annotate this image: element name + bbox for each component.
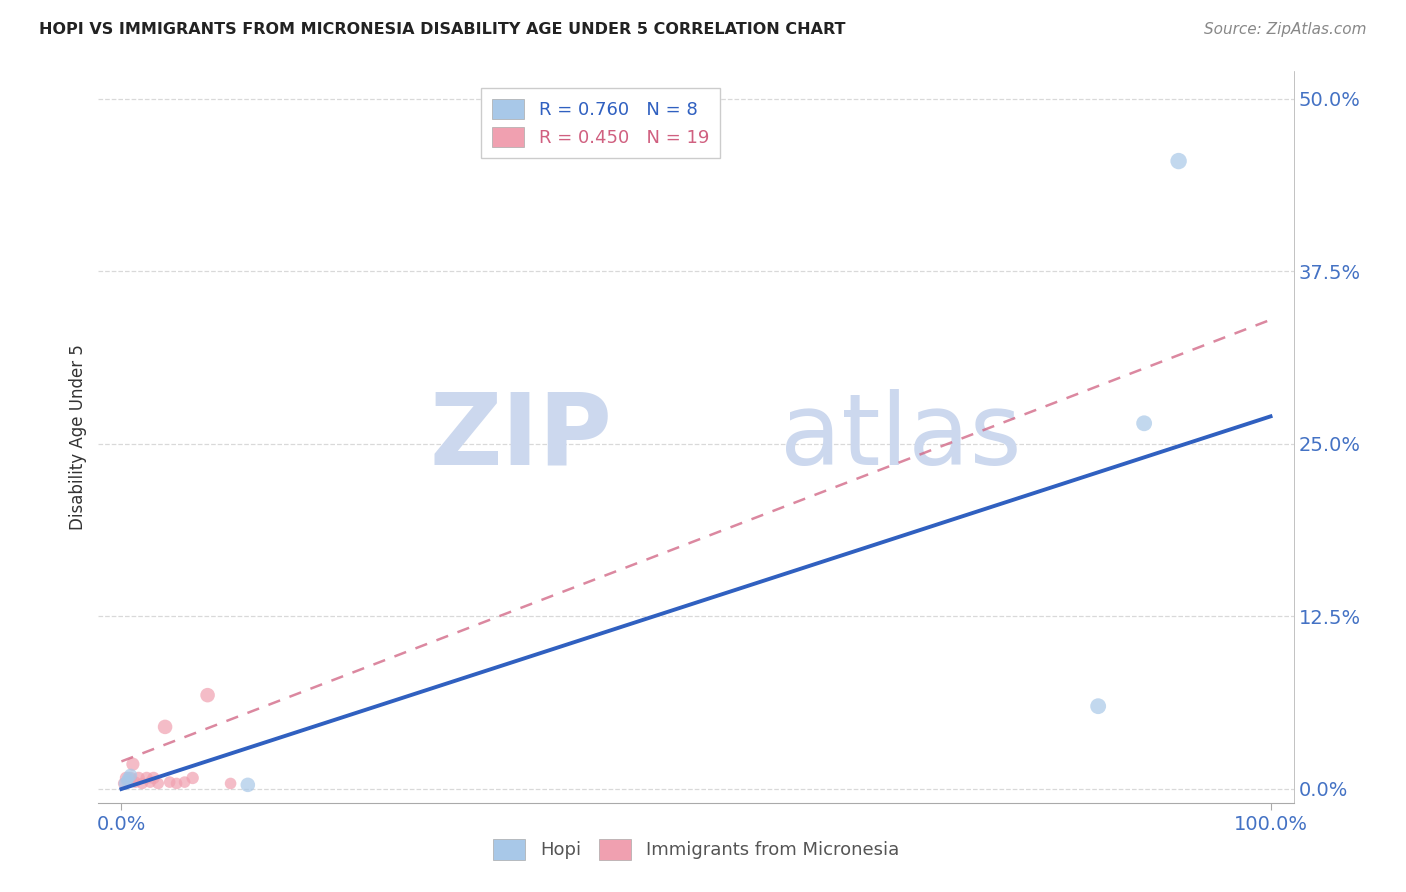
Text: atlas: atlas: [779, 389, 1021, 485]
Point: [117, 775, 139, 789]
Point: [135, 771, 157, 785]
Point: [117, 771, 139, 785]
Point: [236, 778, 259, 792]
Text: HOPI VS IMMIGRANTS FROM MICRONESIA DISABILITY AGE UNDER 5 CORRELATION CHART: HOPI VS IMMIGRANTS FROM MICRONESIA DISAB…: [39, 22, 846, 37]
Point: [1133, 417, 1156, 431]
Point: [122, 757, 145, 772]
Point: [128, 771, 150, 785]
Point: [1087, 699, 1109, 714]
Point: [173, 775, 195, 789]
Point: [115, 771, 138, 785]
Point: [114, 776, 136, 790]
Legend: Hopi, Immigrants from Micronesia: Hopi, Immigrants from Micronesia: [485, 831, 907, 867]
Point: [131, 776, 153, 790]
Point: [153, 720, 176, 734]
Y-axis label: Disability Age Under 5: Disability Age Under 5: [69, 344, 87, 530]
Point: [148, 776, 170, 790]
Point: [120, 771, 142, 785]
Point: [197, 688, 219, 702]
Point: [166, 776, 188, 790]
Point: [142, 771, 165, 785]
Point: [124, 775, 146, 789]
Point: [181, 771, 204, 785]
Text: Source: ZipAtlas.com: Source: ZipAtlas.com: [1204, 22, 1367, 37]
Point: [1167, 154, 1189, 169]
Point: [112, 776, 135, 790]
Point: [115, 773, 138, 788]
Point: [139, 775, 162, 789]
Point: [120, 768, 142, 782]
Point: [159, 775, 181, 789]
Text: ZIP: ZIP: [429, 389, 613, 485]
Point: [219, 776, 242, 790]
